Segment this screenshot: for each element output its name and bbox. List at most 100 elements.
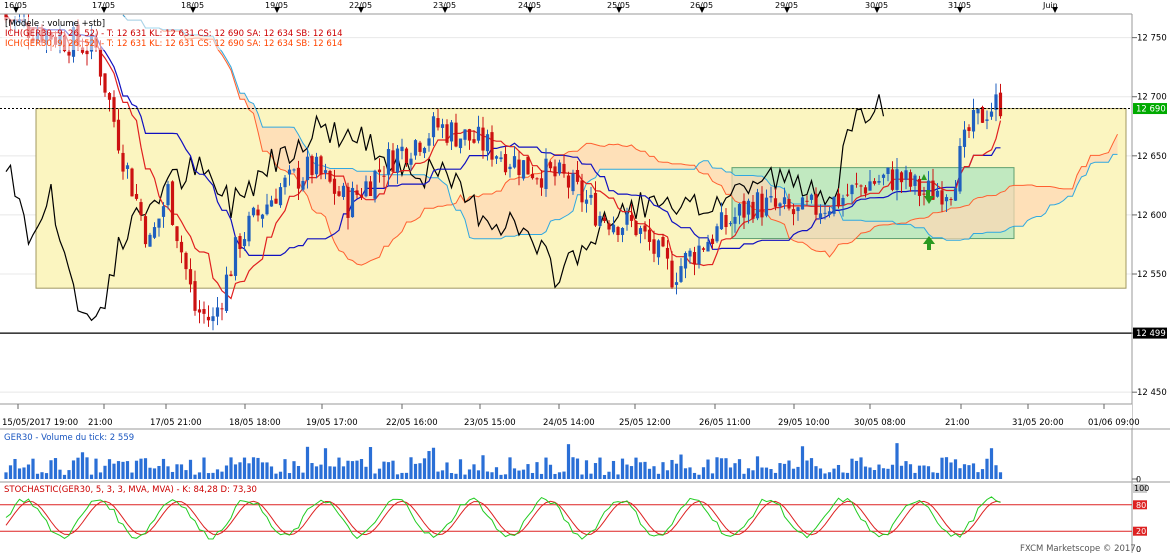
- candle-body: [890, 169, 895, 190]
- volume-bar: [949, 462, 953, 479]
- candle-body: [751, 201, 755, 219]
- volume-bar: [31, 458, 35, 479]
- volume-bar: [476, 470, 481, 479]
- date-label: 18/05: [181, 1, 204, 10]
- date-marker-icon: [442, 7, 448, 13]
- candle-body: [575, 169, 580, 182]
- candle-body: [841, 197, 845, 205]
- candle-body: [620, 227, 625, 235]
- volume-bar: [314, 466, 319, 479]
- candle-body: [530, 173, 535, 179]
- candle-body: [301, 180, 305, 190]
- volume-bar: [220, 471, 224, 479]
- volume-bar: [715, 457, 719, 479]
- volume-bar: [305, 446, 310, 479]
- volume-bar: [535, 462, 539, 479]
- volume-bar: [247, 463, 251, 479]
- time-label: 21:00: [88, 418, 113, 428]
- volume-bar: [724, 458, 728, 479]
- candle-body: [364, 181, 368, 197]
- candle-body: [512, 156, 517, 168]
- volume-bar: [710, 473, 715, 479]
- candle-body: [566, 175, 571, 188]
- volume-bar: [125, 461, 130, 479]
- support-label: 12 499: [1136, 329, 1166, 339]
- volume-bar: [440, 470, 445, 479]
- candle-body: [845, 194, 850, 196]
- volume-bar: [787, 460, 791, 479]
- volume-bar: [638, 462, 643, 479]
- volume-bar: [886, 468, 890, 479]
- date-marker-icon: [699, 7, 705, 13]
- footer-copyright: FXCM Marketscope © 2017: [1020, 544, 1136, 553]
- volume-bar: [296, 466, 301, 479]
- volume-bar: [917, 465, 922, 479]
- volume-bar: [805, 460, 809, 479]
- volume-bar: [364, 466, 368, 479]
- candle-body: [580, 180, 584, 203]
- candle-body: [863, 187, 868, 194]
- volume-bar: [485, 471, 490, 479]
- volume-bar: [584, 460, 589, 479]
- volume-bar: [427, 451, 431, 479]
- candle-body: [377, 169, 382, 173]
- candle-body: [544, 158, 548, 190]
- candle-body: [562, 163, 566, 174]
- volume-bar: [148, 467, 152, 479]
- volume-bar: [836, 464, 841, 479]
- volume-bar: [652, 466, 656, 479]
- volume-bar: [517, 470, 521, 479]
- legend-ichimoku-2: ICH(GER30, 9, 26, 52) - T: 12 631 KL: 12…: [5, 39, 343, 49]
- candle-body: [404, 148, 409, 164]
- volume-bar: [233, 464, 238, 479]
- candle-body: [755, 192, 760, 219]
- candle-body: [215, 307, 220, 317]
- candle-body: [332, 178, 337, 194]
- volume-bar: [116, 461, 121, 479]
- volume-bar: [256, 457, 260, 479]
- candle-body: [647, 229, 652, 242]
- volume-bar: [422, 458, 427, 479]
- candle-body: [170, 181, 175, 225]
- volume-bar: [989, 448, 994, 479]
- date-label: 25/05: [607, 1, 630, 10]
- candle-body: [269, 200, 274, 207]
- volume-bar: [103, 465, 107, 479]
- stoch-d-line: [5, 500, 1001, 536]
- volume-bar: [832, 468, 836, 479]
- volume-bar: [521, 469, 526, 479]
- candle-body: [953, 188, 958, 201]
- volume-bar: [755, 456, 760, 479]
- volume-bar: [301, 472, 305, 479]
- candle-body: [458, 138, 463, 149]
- volume-bar: [350, 461, 355, 479]
- candle-body: [454, 122, 458, 147]
- candle-body: [112, 97, 116, 122]
- volume-bar: [449, 473, 454, 479]
- volume-bar: [85, 457, 89, 479]
- candle-body: [710, 238, 715, 245]
- candle-body: [584, 199, 589, 204]
- candle-body: [935, 190, 940, 197]
- candle-body: [611, 224, 616, 233]
- candle-body: [188, 269, 193, 285]
- date-marker-icon: [616, 7, 622, 13]
- candle-body: [283, 177, 287, 188]
- candle-body: [251, 207, 256, 216]
- volume-bar: [184, 470, 188, 479]
- candle-body: [350, 187, 355, 218]
- volume-bar: [17, 468, 22, 479]
- volume-bar: [229, 457, 233, 479]
- volume-bar: [548, 464, 553, 479]
- candle-body: [184, 252, 188, 270]
- candle-body: [850, 185, 854, 195]
- date-marker-icon: [274, 7, 280, 13]
- candle-body: [980, 106, 985, 123]
- candle-body: [143, 216, 148, 245]
- candle-body: [467, 129, 472, 141]
- candle-body: [899, 172, 904, 183]
- volume-bar: [404, 472, 409, 479]
- candle-body: [742, 200, 746, 218]
- volume-bar: [544, 457, 548, 479]
